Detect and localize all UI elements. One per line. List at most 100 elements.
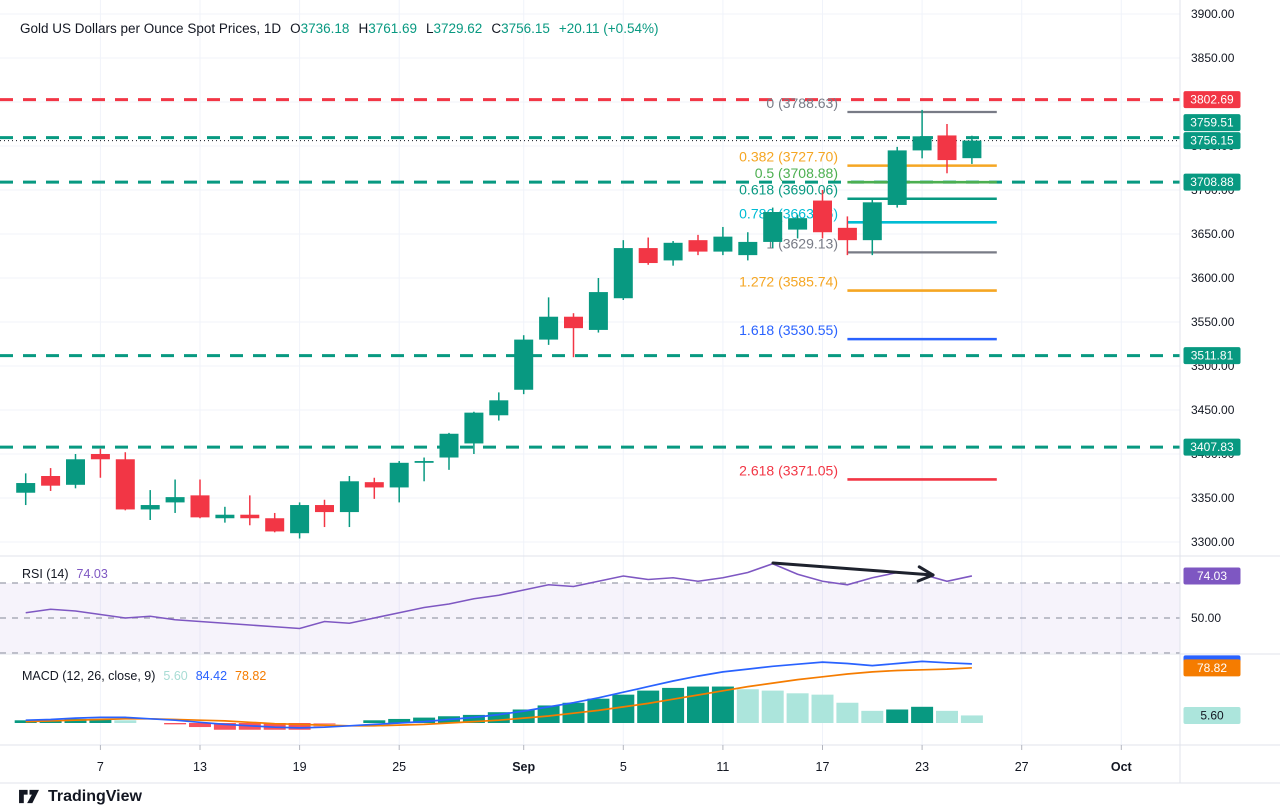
- time-axis-label: 25: [392, 760, 406, 774]
- candle[interactable]: [713, 236, 733, 252]
- axis-badge-text: 3759.51: [1190, 116, 1234, 130]
- fib-lines[interactable]: [847, 110, 997, 481]
- macd-histogram-bar: [786, 693, 809, 723]
- tradingview-logo-text: TradingView: [48, 787, 142, 805]
- rsi-legend[interactable]: RSI (14) 74.03: [22, 567, 108, 581]
- price-levels: [0, 98, 1180, 449]
- change-value: +20.11 (+0.54%): [558, 21, 659, 36]
- macd-histogram-bar: [960, 715, 983, 723]
- macd-signal-value: 78.82: [235, 669, 267, 683]
- ohlc-open: O3736.18: [290, 21, 350, 36]
- candle[interactable]: [489, 400, 509, 416]
- symbol-header[interactable]: Gold US Dollars per Ounce Spot Prices, 1…: [20, 21, 658, 36]
- macd-histogram-bar: [487, 712, 510, 723]
- candle[interactable]: [16, 483, 36, 493]
- rsi-pane[interactable]: [0, 561, 1180, 654]
- candle[interactable]: [265, 518, 285, 532]
- macd-histogram-bar: [911, 706, 934, 723]
- axis-badge: [1183, 114, 1241, 132]
- macd-legend[interactable]: MACD (12, 26, close, 9) 5.60 84.42 78.82: [22, 669, 266, 683]
- fib-label: 1 (3629.13): [766, 235, 838, 251]
- candle[interactable]: [140, 505, 160, 510]
- candle[interactable]: [464, 412, 484, 444]
- candle[interactable]: [588, 292, 608, 330]
- price-badges: 3802.69 3759.51 3756.15 3708.88 3511.81 3407.…: [1183, 91, 1241, 724]
- price-axis-label: 3550.00: [1191, 315, 1235, 329]
- axis-badge-text: 3756.15: [1190, 134, 1234, 148]
- time-axis-label: 7: [97, 760, 104, 774]
- axis-badge: [1183, 567, 1241, 585]
- fib-label: 0.5 (3708.88): [755, 165, 838, 181]
- macd-histogram-bar: [213, 723, 236, 730]
- candle[interactable]: [439, 433, 459, 458]
- time-axis-label: 5: [620, 760, 627, 774]
- rsi-axis-label: 50.00: [1191, 611, 1221, 625]
- macd-pane[interactable]: [14, 660, 983, 730]
- candle[interactable]: [215, 514, 235, 519]
- trend-arrow-head: [916, 573, 935, 583]
- candle[interactable]: [813, 200, 832, 233]
- candle[interactable]: [190, 495, 210, 518]
- price-axis-label: 3300.00: [1191, 535, 1235, 549]
- axis-badge: [1183, 347, 1241, 365]
- trend-arrow[interactable]: [771, 561, 935, 577]
- candle[interactable]: [414, 461, 434, 463]
- price-axis-label: 3450.00: [1191, 403, 1235, 417]
- candle[interactable]: [315, 505, 334, 513]
- candle[interactable]: [613, 248, 633, 299]
- candle[interactable]: [663, 242, 683, 261]
- macd-histogram-bar: [89, 718, 112, 723]
- candle[interactable]: [887, 150, 907, 205]
- candle[interactable]: [539, 316, 559, 340]
- macd-signal-line: [25, 666, 972, 727]
- candle[interactable]: [165, 497, 185, 503]
- candle[interactable]: [763, 212, 783, 242]
- axis-badge: [1183, 132, 1241, 150]
- time-axis[interactable]: 7 13 19 25 Sep 5 11 17 23 27 Oct: [97, 745, 1133, 774]
- tradingview-logo[interactable]: TradingView: [18, 787, 142, 806]
- symbol-title: Gold US Dollars per Ounce Spot Prices, 1…: [20, 21, 282, 36]
- candle[interactable]: [364, 482, 384, 488]
- candle[interactable]: [937, 135, 957, 161]
- candle[interactable]: [837, 227, 857, 241]
- macd-histogram-bar: [164, 723, 187, 725]
- time-axis-label: 23: [915, 760, 929, 774]
- candle[interactable]: [290, 505, 310, 534]
- candle[interactable]: [514, 339, 534, 390]
- macd-histogram-bar: [462, 714, 485, 723]
- axis-badge: [1183, 173, 1241, 191]
- candle[interactable]: [240, 514, 260, 519]
- rsi-line: [25, 562, 973, 630]
- fib-label: 0.618 (3690.06): [739, 182, 838, 198]
- price-axis-label: 3600.00: [1191, 271, 1235, 285]
- axis-badge: [1183, 706, 1241, 724]
- candle[interactable]: [912, 136, 932, 151]
- price-axis-label: 3900.00: [1191, 7, 1235, 21]
- candle[interactable]: [862, 202, 882, 241]
- macd-histogram-bar: [114, 720, 137, 723]
- candlestick-series[interactable]: [16, 109, 982, 539]
- fib-label: 2.618 (3371.05): [739, 462, 838, 478]
- candle[interactable]: [738, 241, 758, 256]
- candle[interactable]: [66, 459, 85, 485]
- candle[interactable]: [638, 248, 658, 264]
- macd-histogram-bar: [637, 690, 660, 723]
- candle[interactable]: [41, 476, 61, 486]
- macd-histogram-bar: [861, 710, 884, 723]
- axis-badge: [1183, 91, 1241, 109]
- candle[interactable]: [564, 316, 583, 329]
- candle[interactable]: [90, 454, 110, 460]
- trend-arrow-head: [917, 565, 935, 577]
- fib-label: 1.618 (3530.55): [739, 322, 838, 338]
- candle[interactable]: [389, 462, 409, 488]
- axis-badge-text: 3708.88: [1190, 175, 1234, 189]
- candle[interactable]: [962, 140, 982, 159]
- price-axis-label: 3850.00: [1191, 51, 1235, 65]
- candle[interactable]: [115, 459, 135, 510]
- ohlc-high: H3761.69: [358, 21, 417, 36]
- macd-histogram-bar: [886, 709, 909, 723]
- candle[interactable]: [339, 481, 359, 513]
- candle[interactable]: [788, 218, 808, 230]
- candle[interactable]: [688, 240, 708, 252]
